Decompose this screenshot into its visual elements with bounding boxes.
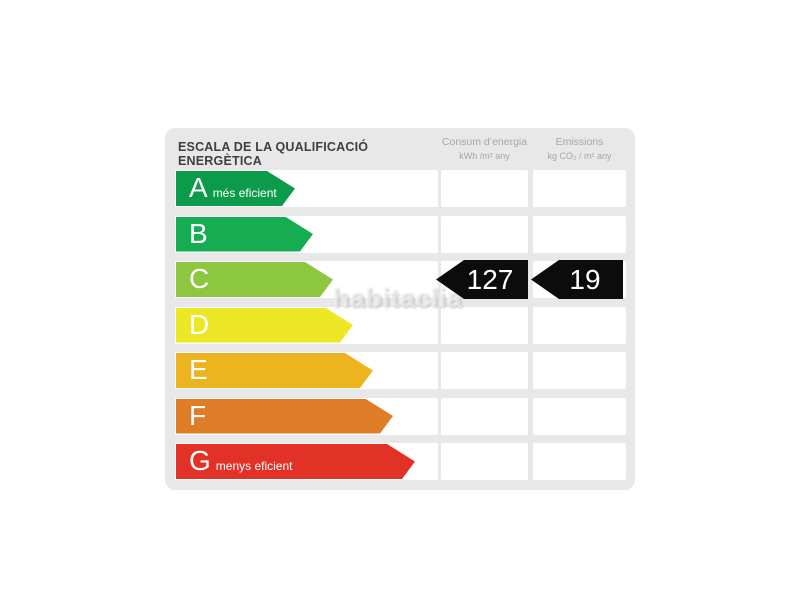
rating-letter-d: D bbox=[189, 308, 210, 340]
emissions-cell-d bbox=[533, 306, 626, 344]
rating-letter-a: A bbox=[189, 172, 208, 203]
consumption-value: 127 bbox=[466, 263, 514, 295]
emissions-cell-g bbox=[533, 443, 626, 480]
consumption-cell-e bbox=[441, 352, 528, 389]
consumption-cell-g bbox=[441, 443, 528, 480]
rating-letter-c: C bbox=[189, 263, 210, 294]
emissions-cell-b bbox=[533, 215, 626, 253]
rating-bar-c: C bbox=[176, 262, 333, 297]
consumption-cell-b bbox=[441, 215, 528, 253]
consumption-cell-a bbox=[441, 170, 528, 207]
consumption-header-label: Consum d’energia bbox=[441, 136, 528, 148]
consumption-cell-f bbox=[441, 397, 528, 435]
rating-bar-caption-g: menys eficient bbox=[215, 459, 293, 473]
consumption-column-header: Consum d’energia kWh /m² any bbox=[441, 135, 528, 162]
rating-bar-caption-a: més eficient bbox=[212, 186, 277, 200]
emissions-header-unit: kg CO₂ / m² any bbox=[547, 150, 612, 161]
emissions-value: 19 bbox=[569, 263, 601, 295]
rating-row-c: C 127 19 bbox=[165, 260, 635, 299]
rating-bar-b: B bbox=[176, 217, 313, 252]
emissions-header-label: Emissions bbox=[555, 136, 604, 148]
rating-row-b: B bbox=[165, 215, 635, 253]
emissions-cell-e bbox=[533, 352, 626, 389]
watermark-text: habitaclia bbox=[333, 283, 463, 313]
rating-row-f: F bbox=[165, 397, 635, 435]
rating-letter-b: B bbox=[189, 217, 208, 249]
rating-letter-g: G bbox=[189, 445, 211, 476]
emissions-column-header: Emissions kg CO₂ / m² any bbox=[533, 135, 626, 162]
consumption-cell-d bbox=[441, 306, 528, 344]
rating-bar-f: F bbox=[176, 399, 393, 434]
rating-row-e: E bbox=[165, 352, 635, 389]
consumption-header-unit: kWh /m² any bbox=[459, 150, 510, 161]
rating-letter-f: F bbox=[189, 399, 207, 431]
rating-letter-e: E bbox=[189, 354, 208, 385]
rating-row-d: D bbox=[165, 306, 635, 344]
emissions-cell-f bbox=[533, 397, 626, 435]
scale-title: ESCALA DE LA QUALIFICACIÓ ENERGÈTICA bbox=[178, 140, 369, 168]
rating-bar-e: E bbox=[176, 353, 373, 388]
rating-bar-d: D bbox=[176, 308, 353, 343]
emissions-cell-a bbox=[533, 170, 626, 207]
energy-rating-card: ESCALA DE LA QUALIFICACIÓ ENERGÈTICA Con… bbox=[165, 128, 635, 490]
